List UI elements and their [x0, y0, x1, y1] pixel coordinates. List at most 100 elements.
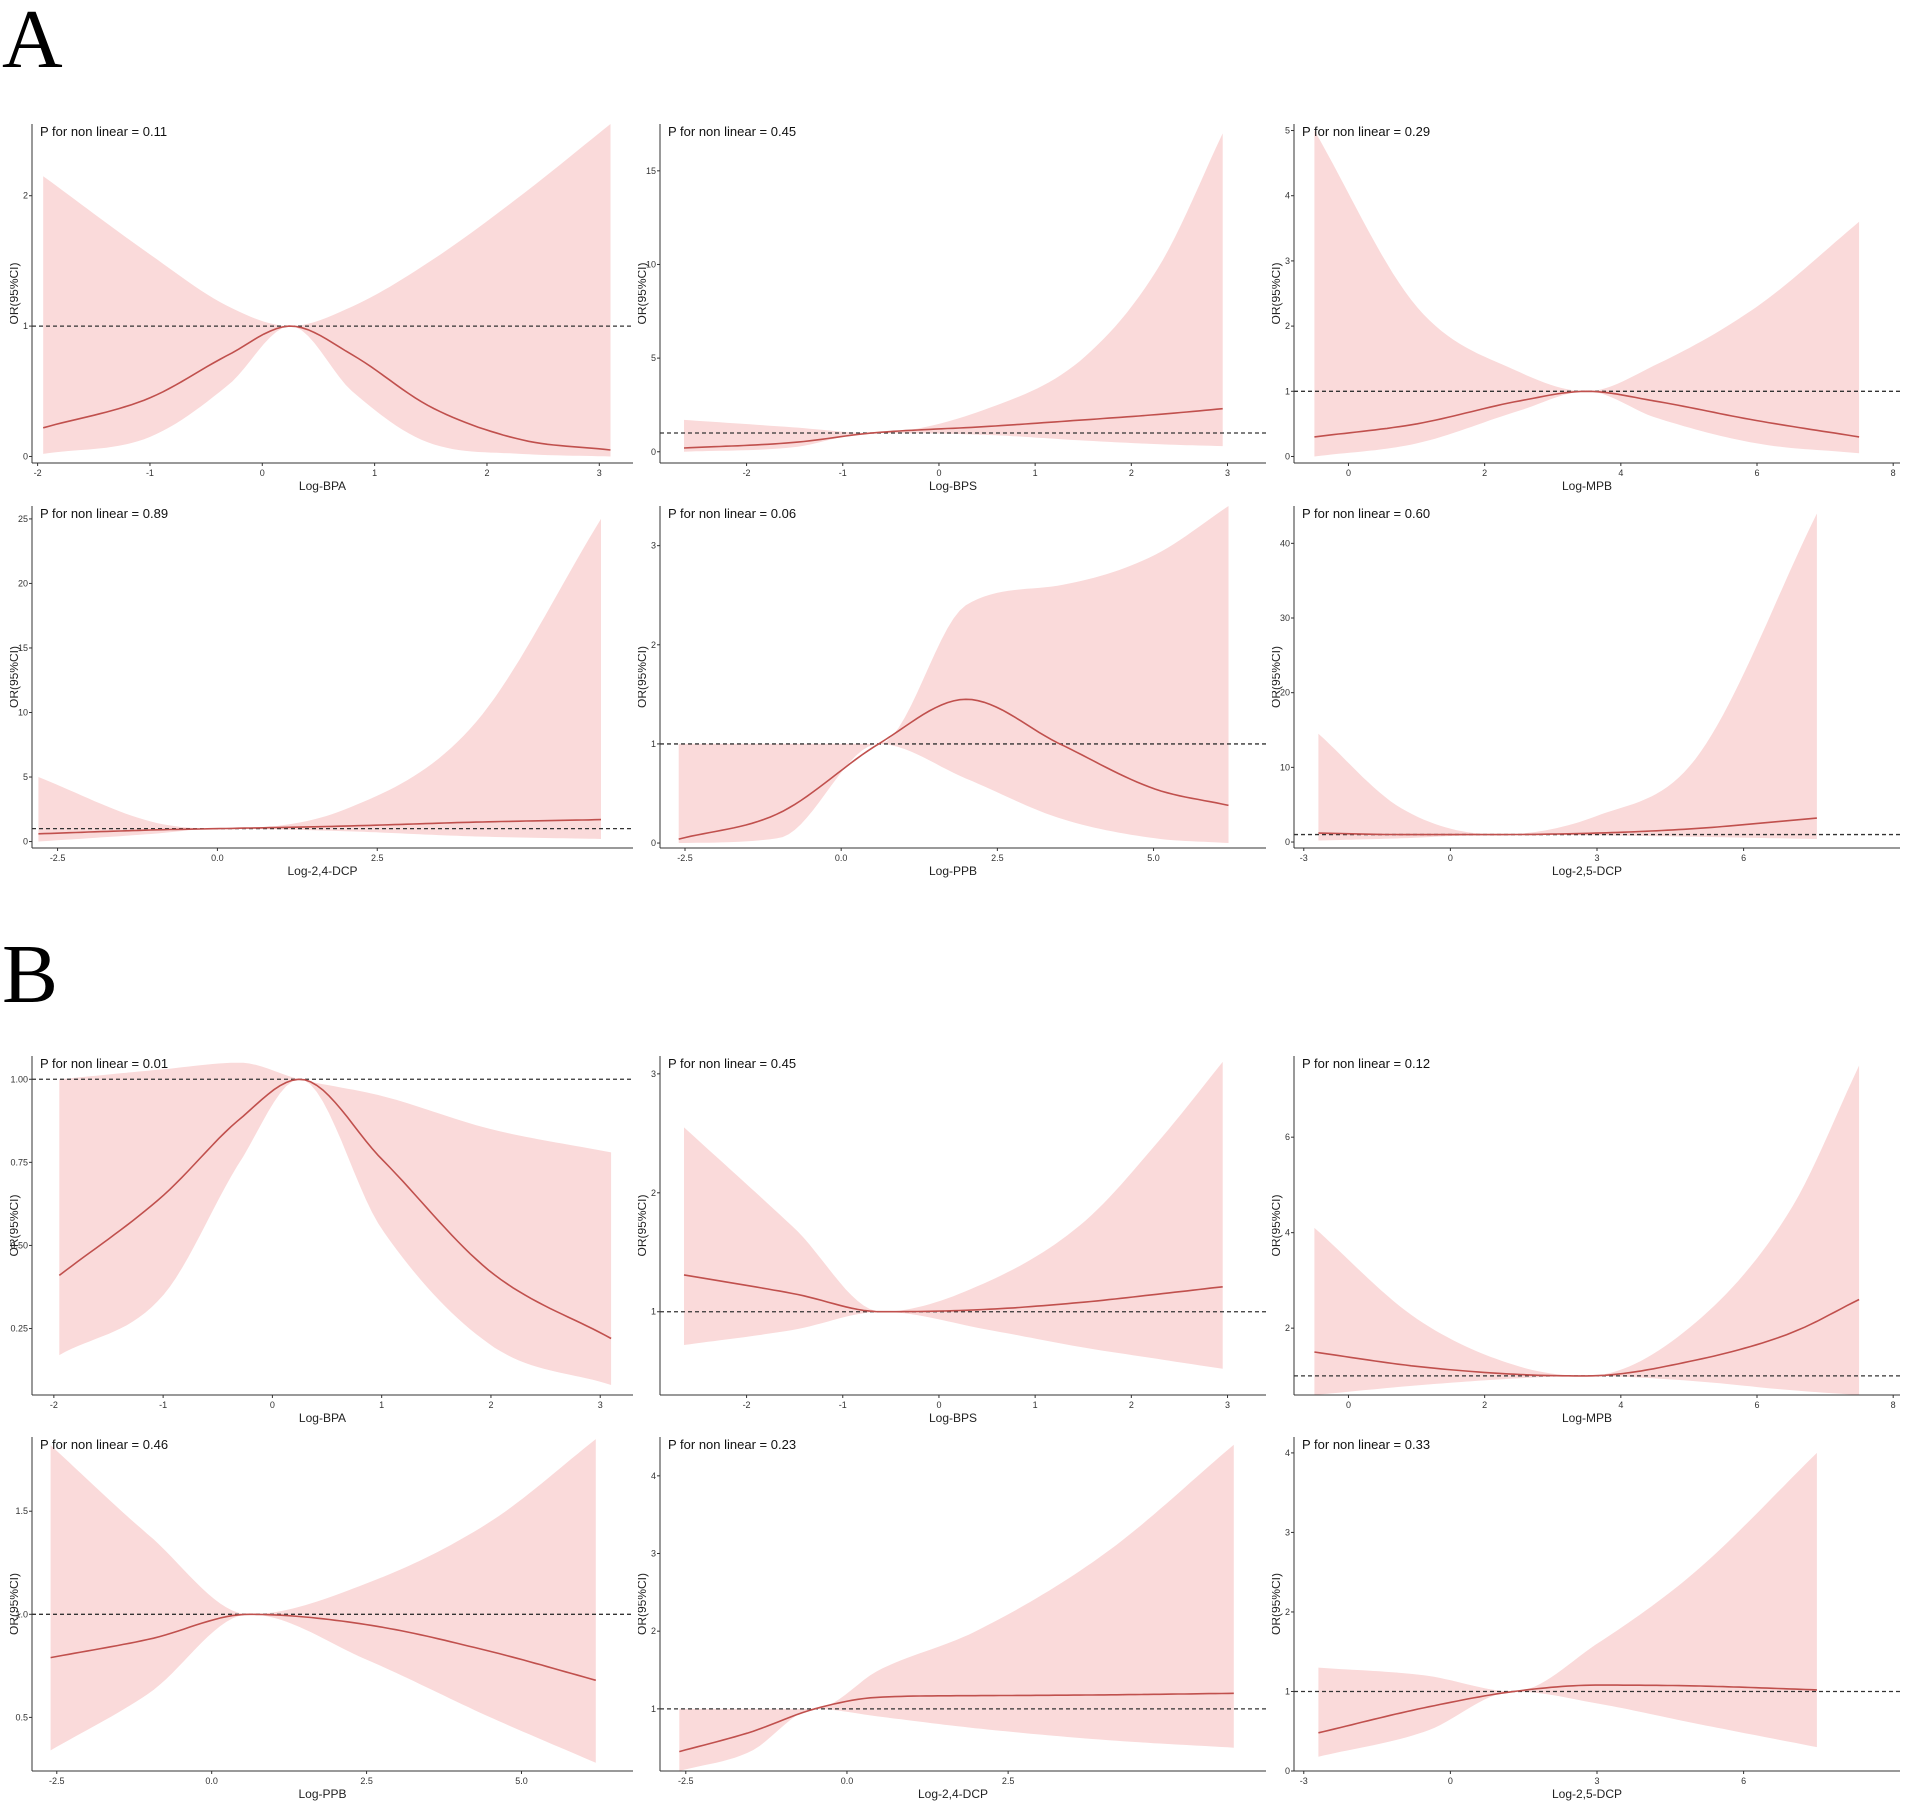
- y-tick-label: 2: [1285, 321, 1290, 331]
- y-tick-label: 30: [1280, 613, 1290, 623]
- y-tick-label: 3: [1285, 1527, 1290, 1537]
- x-tick-label: -1: [839, 468, 847, 478]
- panel-b4: -2.5 0.0 2.5 5.0 0.5 1.0 1.5 Log-PPB OR(95%CI) P …: [10, 1431, 635, 1811]
- y-axis-label: OR(95%CI): [10, 1573, 21, 1635]
- y-tick-label: 3: [651, 541, 656, 551]
- y-axis-label: OR(95%CI): [10, 262, 21, 324]
- x-tick-label: 2: [484, 468, 489, 478]
- x-tick-label: 0.0: [211, 853, 224, 863]
- panel-a6: -3 0 3 6 0 10 20 30 40 Log-2,5-DCP OR(95%CI) P for …: [1272, 500, 1902, 888]
- ci-band: [684, 133, 1223, 452]
- x-tick-label: 0.0: [205, 1776, 218, 1786]
- y-tick-label: 4: [651, 1471, 656, 1481]
- x-tick-label: 2: [1129, 1400, 1134, 1410]
- y-tick-label: 3: [1285, 256, 1290, 266]
- x-tick-label: 3: [1594, 853, 1599, 863]
- section-label-b: B: [2, 928, 59, 1021]
- y-axis-label: OR(95%CI): [1272, 646, 1283, 708]
- y-tick-label: 0: [651, 838, 656, 848]
- x-tick-label: -1: [146, 468, 154, 478]
- x-tick-label: 3: [1225, 468, 1230, 478]
- or-curve: [679, 1692, 1234, 1753]
- p-nonlinear-annotation: P for non linear = 0.33: [1302, 1437, 1430, 1452]
- x-tick-label: 4: [1618, 1400, 1623, 1410]
- chart-a3: 0 2 4 6 8 0 1 2 3 4 5 Log-MPB OR(95%CI) P for non lin…: [1272, 124, 1900, 493]
- ci-band: [1318, 1452, 1817, 1757]
- p-nonlinear-annotation: P for non linear = 0.06: [668, 506, 796, 521]
- ci-band: [43, 124, 611, 457]
- y-axis-label: OR(95%CI): [638, 262, 649, 324]
- panel-a2: -2 -1 0 1 2 3 0 5 10 15 Log-BPS OR(95%CI) P for non …: [638, 118, 1268, 503]
- y-tick-label: 5: [651, 353, 656, 363]
- x-tick-label: 8: [1891, 1400, 1896, 1410]
- x-tick-label: 1: [1033, 468, 1038, 478]
- panel-b6: -3 0 3 6 0 1 2 3 4 Log-2,5-DCP OR(95%CI) P for non …: [1272, 1431, 1902, 1811]
- ci-band: [1318, 513, 1817, 841]
- p-nonlinear-annotation: P for non linear = 0.46: [40, 1437, 168, 1452]
- x-tick-label: -3: [1300, 853, 1308, 863]
- chart-a2: -2 -1 0 1 2 3 0 5 10 15 Log-BPS OR(95%CI) P for non …: [638, 124, 1266, 493]
- x-tick-label: 6: [1741, 853, 1746, 863]
- chart-a6: -3 0 3 6 0 10 20 30 40 Log-2,5-DCP OR(95%CI) P for …: [1272, 506, 1900, 878]
- p-nonlinear-annotation: P for non linear = 0.12: [1302, 1056, 1430, 1071]
- y-tick-label: 0: [1285, 1766, 1290, 1776]
- y-tick-label: 0: [1285, 837, 1290, 847]
- x-tick-label: -2: [50, 1400, 58, 1410]
- x-tick-label: 1: [379, 1400, 384, 1410]
- panel-b3: 0 2 4 6 8 2 4 6 Log-MPB OR(95%CI) P for non linear…: [1272, 1050, 1902, 1435]
- y-tick-label: 1.0: [15, 1609, 28, 1619]
- y-tick-label: 0.5: [15, 1712, 28, 1722]
- y-tick-label: 0: [651, 447, 656, 457]
- x-axis-label: Log-BPA: [299, 1411, 346, 1425]
- p-nonlinear-annotation: P for non linear = 0.23: [668, 1437, 796, 1452]
- y-tick-label: 1: [1285, 386, 1290, 396]
- x-axis-label: Log-MPB: [1562, 479, 1612, 493]
- x-tick-label: 2.5: [371, 853, 384, 863]
- section-label-a: A: [2, 0, 63, 86]
- y-tick-label: 0.25: [10, 1324, 28, 1334]
- y-tick-label: 10: [646, 259, 656, 269]
- x-axis-label: Log-BPS: [929, 479, 977, 493]
- y-tick-label: 2: [651, 1626, 656, 1636]
- chart-a5: -2.5 0.0 2.5 5.0 0 1 2 3 Log-PPB OR(95%CI) P for n…: [638, 506, 1266, 878]
- panel-a3: 0 2 4 6 8 0 1 2 3 4 5 Log-MPB OR(95%CI) P for non lin…: [1272, 118, 1902, 503]
- x-axis-label: Log-BPS: [929, 1411, 977, 1425]
- p-nonlinear-annotation: P for non linear = 0.11: [40, 124, 167, 139]
- chart-b6: -3 0 3 6 0 1 2 3 4 Log-2,5-DCP OR(95%CI) P for non …: [1272, 1437, 1900, 1801]
- ci-band: [684, 1061, 1223, 1369]
- panel-b5: -2.5 0.0 2.5 1 2 3 4 Log-2,4-DCP OR(95%CI) P for …: [638, 1431, 1268, 1811]
- x-axis-label: Log-2,5-DCP: [1552, 864, 1622, 878]
- panel-a1: -2 -1 0 1 2 3 0 1 2 Log-BPA OR(95%CI) P for non lin…: [10, 118, 635, 503]
- x-axis-label: Log-PPB: [298, 1787, 346, 1801]
- y-tick-label: 3: [651, 1549, 656, 1559]
- y-tick-label: 5: [1285, 126, 1290, 136]
- y-tick-label: 40: [1280, 538, 1290, 548]
- y-axis-label: OR(95%CI): [1272, 1194, 1283, 1256]
- y-tick-label: 0: [23, 451, 28, 461]
- chart-a1: -2 -1 0 1 2 3 0 1 2 Log-BPA OR(95%CI) P for non lin…: [10, 124, 633, 493]
- x-axis-label: Log-PPB: [929, 864, 977, 878]
- x-tick-label: 6: [1755, 1400, 1760, 1410]
- or-curve: [1314, 1298, 1860, 1377]
- x-tick-label: 0: [1346, 468, 1351, 478]
- x-axis-label: Log-2,5-DCP: [1552, 1787, 1622, 1801]
- y-tick-label: 20: [1280, 688, 1290, 698]
- y-tick-label: 10: [1280, 762, 1290, 772]
- y-tick-label: 4: [1285, 191, 1290, 201]
- y-tick-label: 2: [23, 191, 28, 201]
- p-nonlinear-annotation: P for non linear = 0.29: [1302, 124, 1430, 139]
- y-tick-label: 0: [1285, 451, 1290, 461]
- x-tick-label: 2: [488, 1400, 493, 1410]
- y-tick-label: 0: [23, 837, 28, 847]
- x-tick-label: 2: [1129, 468, 1134, 478]
- x-tick-label: -2.5: [49, 1776, 65, 1786]
- y-tick-label: 1: [651, 1704, 656, 1714]
- x-tick-label: 3: [598, 1400, 603, 1410]
- or-curve: [1314, 390, 1860, 438]
- x-axis-label: Log-2,4-DCP: [287, 864, 357, 878]
- ci-band: [38, 518, 601, 842]
- or-curve: [683, 407, 1223, 449]
- y-tick-label: 2: [1285, 1607, 1290, 1617]
- or-curve: [42, 325, 611, 451]
- x-tick-label: 8: [1891, 468, 1896, 478]
